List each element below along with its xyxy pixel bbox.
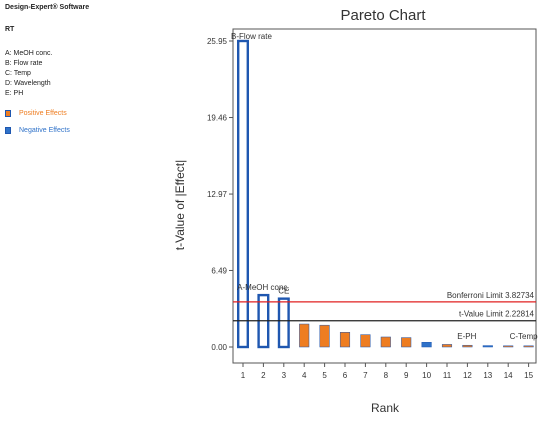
x-tick-label: 11 — [443, 371, 452, 380]
bar — [523, 345, 534, 348]
bar — [441, 344, 453, 348]
y-tick-label: 25.95 — [207, 37, 228, 46]
x-tick-label: 6 — [343, 371, 348, 380]
x-tick-label: 15 — [524, 371, 533, 380]
y-tick-label: 19.46 — [207, 114, 228, 123]
y-tick-label: 12.97 — [207, 190, 228, 199]
bar — [462, 344, 473, 348]
chart-title: Pareto Chart — [340, 7, 426, 24]
x-tick-label: 3 — [282, 371, 287, 380]
bar — [482, 345, 493, 348]
bar — [277, 297, 290, 349]
plot-frame — [232, 28, 537, 364]
y-axis-label: t-Value of |Effect| — [173, 160, 187, 251]
bar — [421, 342, 432, 348]
factor-item: D: Wavelength — [5, 80, 51, 87]
bar — [299, 323, 310, 348]
x-tick-label: 14 — [504, 371, 513, 380]
x-tick-label: 4 — [302, 371, 307, 380]
legend-positive-label: Positive Effects — [19, 109, 67, 117]
legend-negative: Negative Effects — [5, 125, 155, 135]
effects-legend: Positive Effects Negative Effects — [5, 108, 155, 135]
bar — [339, 332, 351, 348]
legend-negative-label: Negative Effects — [19, 126, 70, 134]
x-tick-label: 10 — [422, 371, 431, 380]
software-title: Design-Expert® Software — [5, 4, 90, 11]
negative-swatch-icon — [5, 126, 11, 134]
bar — [319, 324, 330, 348]
x-tick-label: 7 — [363, 371, 368, 380]
y-tick-label: 6.49 — [211, 266, 227, 275]
bar-label: E-PH — [457, 332, 476, 341]
bar-label: B-Flow rate — [231, 32, 272, 41]
t-value-limit-label: t-Value Limit 2.22814 — [459, 310, 535, 319]
bar — [503, 345, 514, 348]
factor-item: B: Flow rate — [5, 60, 43, 67]
positive-swatch-icon — [5, 109, 11, 117]
bar — [360, 334, 371, 348]
bonferroni-limit-label: Bonferroni Limit 3.82734 — [447, 291, 535, 300]
factor-item: C: Temp — [5, 70, 31, 77]
sidebar: Design-Expert® Software RT A: MeOH conc.… — [5, 4, 155, 142]
bar — [236, 39, 249, 349]
bar-label: C-Temp — [510, 332, 539, 341]
x-tick-label: 9 — [404, 371, 409, 380]
x-axis-label: Rank — [371, 401, 400, 415]
bar — [401, 337, 412, 348]
legend-positive: Positive Effects — [5, 108, 155, 118]
x-tick-label: 12 — [463, 371, 472, 380]
bar-label: CE — [278, 287, 289, 296]
factor-item: A: MeOH conc. — [5, 50, 53, 57]
x-tick-label: 1 — [241, 371, 246, 380]
bar-label: A-MeOH conc. — [237, 283, 289, 292]
response-name: RT — [5, 26, 15, 33]
factor-item: E: PH — [5, 90, 24, 97]
x-tick-label: 2 — [261, 371, 266, 380]
x-tick-label: 8 — [384, 371, 389, 380]
x-tick-label: 5 — [322, 371, 327, 380]
x-tick-label: 13 — [483, 371, 492, 380]
y-tick-label: 0.00 — [211, 343, 227, 352]
bar — [380, 336, 391, 348]
